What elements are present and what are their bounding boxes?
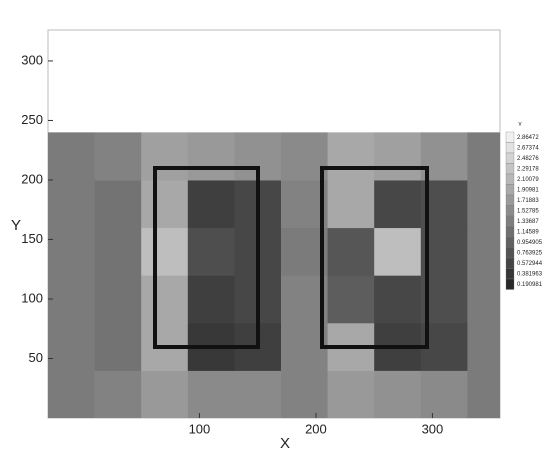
colorbar-label: 2.86472 [517,135,539,141]
contour-cell [95,370,142,418]
colorbar-label: 1.71883 [517,198,539,204]
contour-cell [48,323,95,371]
contour-cell [188,132,235,180]
colorbar-swatch [506,164,514,175]
y-tick-label: 250 [21,112,43,127]
colorbar-swatch [506,195,514,206]
colorbar-swatch [506,258,514,269]
contour-cell [141,132,188,180]
contour-cell [467,370,514,418]
colorbar-label: 1.90981 [517,187,539,193]
contour-cell [48,370,95,418]
y-tick-label: 300 [21,52,43,67]
contour-cell [188,275,235,323]
colorbar-swatch [506,132,514,143]
contour-cell [374,132,421,180]
contour-cell [188,180,235,228]
colorbar-label: 1.14589 [517,229,539,235]
y-tick-label: 200 [21,171,43,186]
chart: X Y v 100 200 300 50 100 150 200 250 300 2.86472 2… [0,0,550,464]
colorbar-swatch [506,237,514,248]
contour-cell [95,132,142,180]
contour-cell [234,370,281,418]
contour-cell [95,323,142,371]
colorbar-swatch [506,248,514,259]
colorbar-swatch [506,153,514,164]
contour-cell [328,228,375,276]
contour-cell [141,180,188,228]
contour-cell [95,180,142,228]
contour-cell [281,370,328,418]
contour-cell [188,370,235,418]
colorbar-label: 0.572944 [517,261,543,267]
x-tick-label: 100 [189,421,211,436]
x-tick-label: 300 [422,421,444,436]
page: {"chart_data": {"type": "contour", "x_la… [0,0,550,464]
contour-cell [421,370,468,418]
contour-cell [48,228,95,276]
contour-cell [95,228,142,276]
colorbar-swatch [506,279,514,290]
contour-cell [374,370,421,418]
contour-cell [141,275,188,323]
contour-cell [328,132,375,180]
contour-cell [95,275,142,323]
colorbar-swatch [506,174,514,185]
contour-field [48,132,514,418]
colorbar-label: 2.48276 [517,156,539,162]
contour-cell [48,180,95,228]
colorbar-swatch [506,185,514,196]
x-tick-label: 200 [305,421,327,436]
colorbar-label: 2.10079 [517,177,539,183]
contour-cell [188,228,235,276]
colorbar-title: v [519,122,522,128]
colorbar-label: 0.381963 [517,271,543,277]
colorbar-label: 2.29178 [517,166,539,172]
contour-cell [374,180,421,228]
colorbar-label: 0.954905 [517,240,543,246]
contour-cell [374,275,421,323]
contour-cell [374,228,421,276]
colorbar-label: 1.52785 [517,208,539,214]
colorbar-swatch [506,216,514,227]
colorbar-label: 2.67374 [517,145,539,151]
contour-cell [141,228,188,276]
y-tick-label: 100 [21,290,43,305]
colorbar-label: 0.190981 [517,282,543,288]
contour-cell [48,275,95,323]
colorbar-label: 1.33687 [517,219,539,225]
contour-cell [328,180,375,228]
colorbar-swatch [506,269,514,280]
colorbar-label: 0.763925 [517,250,543,256]
colorbar-swatch [506,227,514,238]
contour-cell [328,275,375,323]
contour-cell [467,323,514,371]
contour-cell [48,132,95,180]
y-tick-label: 150 [21,231,43,246]
colorbar-swatch [506,206,514,217]
x-axis-label: X [280,435,290,452]
contour-cell [141,370,188,418]
y-axis-label: Y [11,217,21,234]
contour-cell [328,370,375,418]
y-tick-label: 50 [29,350,43,365]
colorbar-swatch [506,143,514,154]
